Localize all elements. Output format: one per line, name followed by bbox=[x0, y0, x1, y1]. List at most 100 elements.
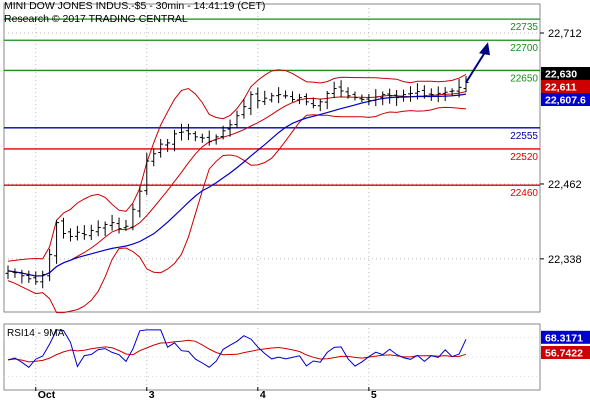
rsi-tag: 56.7422 bbox=[541, 345, 590, 359]
bollinger-lower-band bbox=[7, 106, 467, 314]
projection-arrowhead bbox=[479, 42, 490, 56]
level-label-22460: 22460 bbox=[510, 188, 538, 199]
price-tag: 22,607.6 bbox=[541, 93, 590, 107]
ohlc-bar bbox=[88, 224, 94, 241]
ohlc-bar bbox=[255, 87, 261, 109]
ohlc-bar bbox=[185, 123, 191, 141]
price-tag: 22,611 bbox=[541, 80, 590, 94]
ohlc-bar bbox=[144, 152, 150, 196]
time-tick-label: 3 bbox=[149, 389, 155, 400]
chart-title: MINI DOW JONES INDUS.-$5 - 30min - 14:41… bbox=[4, 0, 266, 12]
price-tag-box bbox=[541, 67, 590, 81]
ohlc-bar bbox=[269, 92, 275, 103]
ohlc-bar bbox=[19, 269, 25, 284]
ohlc-bar bbox=[380, 91, 386, 106]
ohlc-bar bbox=[387, 88, 393, 104]
ohlc-bar bbox=[172, 129, 178, 152]
ohlc-bar bbox=[178, 123, 184, 141]
ohlc-bar bbox=[241, 98, 247, 119]
ohlc-bar bbox=[26, 270, 32, 283]
price-tag-box bbox=[541, 80, 590, 94]
ohlc-bar bbox=[449, 88, 455, 97]
ohlc-bar bbox=[165, 139, 171, 152]
ohlc-bar bbox=[421, 85, 427, 99]
rsi-tag-label: 56.7422 bbox=[545, 347, 583, 359]
ohlc-bar bbox=[456, 78, 462, 98]
level-label-22520: 22520 bbox=[510, 152, 538, 163]
ohlc-bar bbox=[345, 87, 351, 99]
ohlc-bar bbox=[109, 214, 115, 231]
price-tick-label: 22,462 bbox=[548, 179, 582, 191]
ohlc-bar bbox=[74, 225, 80, 241]
ohlc-bar bbox=[61, 217, 67, 239]
time-tick-label: Oct bbox=[38, 389, 56, 400]
ohlc-bar bbox=[40, 270, 46, 289]
ohlc-bar bbox=[262, 90, 268, 106]
level-label-22555: 22555 bbox=[510, 131, 538, 142]
ohlc-bar bbox=[102, 221, 108, 237]
ohlc-bar bbox=[33, 271, 39, 285]
ohlc-bar bbox=[394, 89, 400, 106]
ohlc-bar bbox=[67, 228, 73, 242]
ohlc-bar bbox=[373, 89, 379, 107]
ohlc-bar bbox=[47, 248, 53, 282]
ohlc-bar bbox=[158, 138, 164, 158]
ohlc-bar bbox=[248, 91, 254, 116]
time-tick-label: 5 bbox=[371, 389, 377, 400]
ohlc-bar bbox=[199, 133, 205, 143]
ohlc-bar bbox=[234, 110, 240, 128]
ohlc-bar bbox=[366, 93, 372, 106]
price-tick-label: 22,338 bbox=[548, 254, 582, 266]
rsi-tag-box bbox=[541, 330, 590, 344]
ohlc-bar bbox=[442, 87, 448, 102]
ohlc-bar bbox=[5, 265, 11, 280]
copyright-line: Research © 2017 TRADING CENTRAL bbox=[4, 13, 188, 25]
rsi-line bbox=[7, 329, 467, 368]
time-tick-label: 4 bbox=[260, 389, 266, 400]
projection-arrow-line bbox=[465, 51, 486, 84]
ohlc-bar bbox=[414, 83, 420, 100]
ohlc-bar bbox=[338, 80, 344, 98]
ohlc-bar bbox=[81, 225, 87, 240]
rsi-ma-line bbox=[7, 339, 467, 363]
rsi-tag-label: 68.3171 bbox=[545, 332, 583, 344]
ohlc-bar bbox=[12, 268, 18, 278]
ohlc-bar bbox=[213, 134, 219, 145]
level-label-22735: 22735 bbox=[510, 22, 538, 33]
ohlc-bar bbox=[137, 186, 143, 218]
ohlc-bar bbox=[296, 93, 302, 105]
ohlc-bar bbox=[123, 219, 129, 231]
rsi-title: RSI14 - 9MA bbox=[7, 328, 65, 339]
price-tag-box bbox=[541, 93, 590, 107]
ohlc-bar bbox=[151, 148, 157, 167]
ohlc-bar bbox=[283, 90, 289, 99]
ohlc-bar bbox=[95, 220, 101, 237]
ohlc-bar bbox=[54, 219, 60, 264]
ohlc-bar bbox=[310, 97, 316, 109]
ohlc-bar bbox=[428, 88, 434, 101]
ohlc-bar bbox=[276, 87, 282, 104]
bollinger-upper-band bbox=[7, 69, 467, 262]
price-tag: 22,630 bbox=[541, 67, 590, 81]
ohlc-bar bbox=[317, 98, 323, 112]
ohlc-bar bbox=[331, 81, 337, 99]
ohlc-bar bbox=[324, 90, 330, 110]
ohlc-bar bbox=[352, 91, 358, 101]
level-label-22700: 22700 bbox=[510, 43, 538, 54]
ohlc-bar bbox=[227, 119, 233, 137]
ohlc-bar bbox=[401, 89, 407, 102]
rsi-tag: 68.3171 bbox=[541, 330, 590, 344]
rsi-tag-box bbox=[541, 345, 590, 359]
price-tag-label: 22,630 bbox=[545, 69, 577, 81]
ohlc-bar bbox=[206, 130, 212, 146]
ohlc-bar bbox=[192, 131, 198, 142]
ohlc-bar bbox=[303, 93, 309, 106]
ohlc-bar bbox=[435, 86, 441, 103]
price-tag-label: 22,611 bbox=[545, 82, 577, 94]
ohlc-bar bbox=[407, 86, 413, 102]
price-tick-label: 22,712 bbox=[548, 28, 582, 40]
ohlc-bar bbox=[359, 94, 365, 103]
price-panel-frame bbox=[3, 3, 541, 313]
ohlc-bar bbox=[290, 91, 296, 103]
